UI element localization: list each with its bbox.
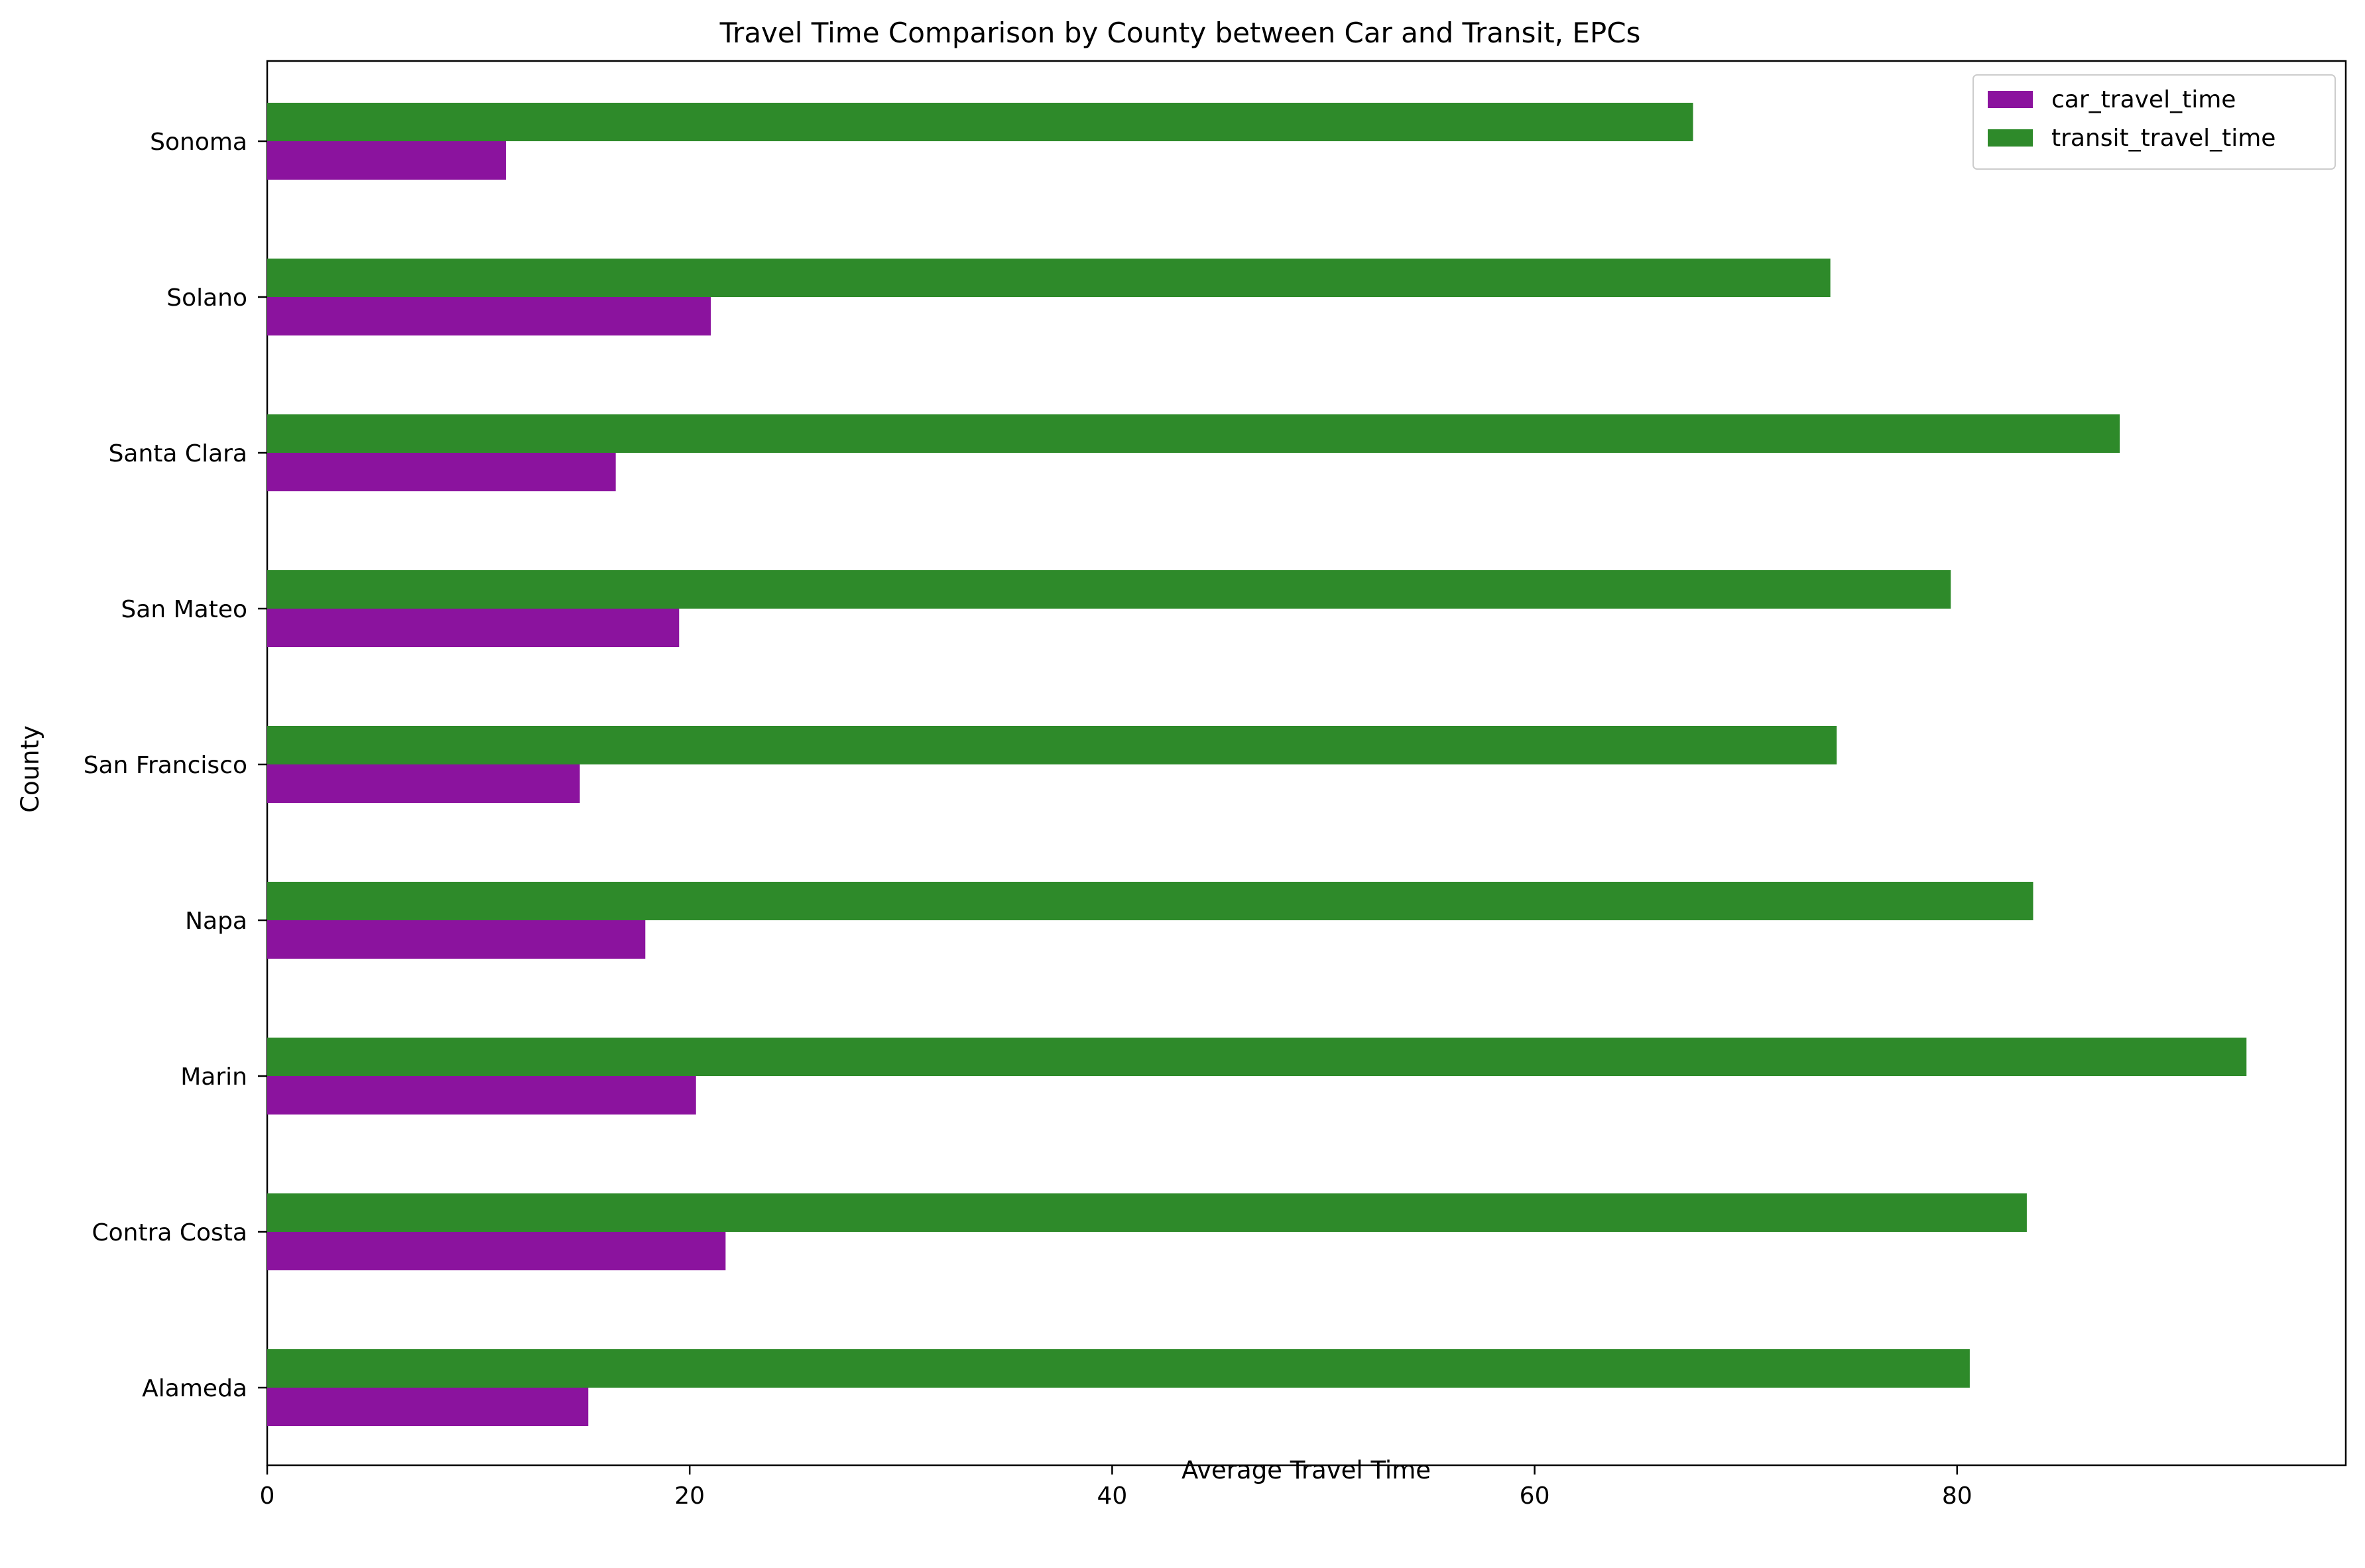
bars xyxy=(267,103,2247,1426)
x-tick-label: 20 xyxy=(674,1482,705,1510)
y-tick-label: Santa Clara xyxy=(109,440,247,467)
bar-car-marin xyxy=(267,1076,696,1115)
y-tick-label: Napa xyxy=(185,908,247,935)
legend-box xyxy=(1972,74,2336,170)
y-tick-label: Contra Costa xyxy=(92,1219,248,1246)
bar-transit-marin xyxy=(267,1038,2247,1076)
x-axis-ticks: 0 20 40 60 80 xyxy=(260,1465,1972,1510)
y-tick-label: Solano xyxy=(166,284,247,312)
bar-transit-sonoma xyxy=(267,103,1693,141)
bar-car-san-mateo xyxy=(267,609,680,647)
x-tick-label: 0 xyxy=(260,1482,275,1510)
x-axis-label: Average Travel Time xyxy=(1182,1456,1431,1484)
legend-label-car_travel_time: car_travel_time xyxy=(2051,86,2236,113)
x-tick-label: 60 xyxy=(1520,1482,1550,1510)
bar-transit-contra-costa xyxy=(267,1193,2027,1232)
bar-car-sonoma xyxy=(267,141,507,180)
bar-car-santa-clara xyxy=(267,453,616,491)
chart-title: Travel Time Comparison by County between… xyxy=(719,17,1641,49)
bar-transit-solano xyxy=(267,259,1831,297)
bar-transit-san-francisco xyxy=(267,726,1837,764)
y-tick-label: Sonoma xyxy=(150,129,247,156)
bar-transit-santa-clara xyxy=(267,414,2120,453)
x-tick-label: 80 xyxy=(1942,1482,1972,1510)
bar-car-napa xyxy=(267,920,646,959)
bar-car-contra-costa xyxy=(267,1232,726,1270)
bar-transit-san-mateo xyxy=(267,570,1951,609)
legend-label-transit_travel_time: transit_travel_time xyxy=(2051,125,2275,152)
x-tick-label: 40 xyxy=(1097,1482,1127,1510)
bar-transit-napa xyxy=(267,882,2033,920)
bar-car-solano xyxy=(267,297,711,335)
y-tick-label: San Francisco xyxy=(84,752,247,779)
y-tick-label: San Mateo xyxy=(121,596,247,623)
bar-car-alameda xyxy=(267,1388,589,1426)
y-axis-ticks: Alameda Contra Costa Marin Napa San Francisc… xyxy=(84,129,267,1402)
bar-car-san-francisco xyxy=(267,764,580,803)
y-tick-label: Alameda xyxy=(142,1375,247,1402)
y-tick-label: Marin xyxy=(180,1063,247,1091)
legend-swatch-transit_travel_time xyxy=(1988,129,2033,147)
y-axis-label: County xyxy=(16,725,44,813)
bar-transit-alameda xyxy=(267,1349,1970,1388)
legend-swatch-car_travel_time xyxy=(1988,91,2033,108)
legend: car_travel_time transit_travel_time xyxy=(1972,74,2336,170)
